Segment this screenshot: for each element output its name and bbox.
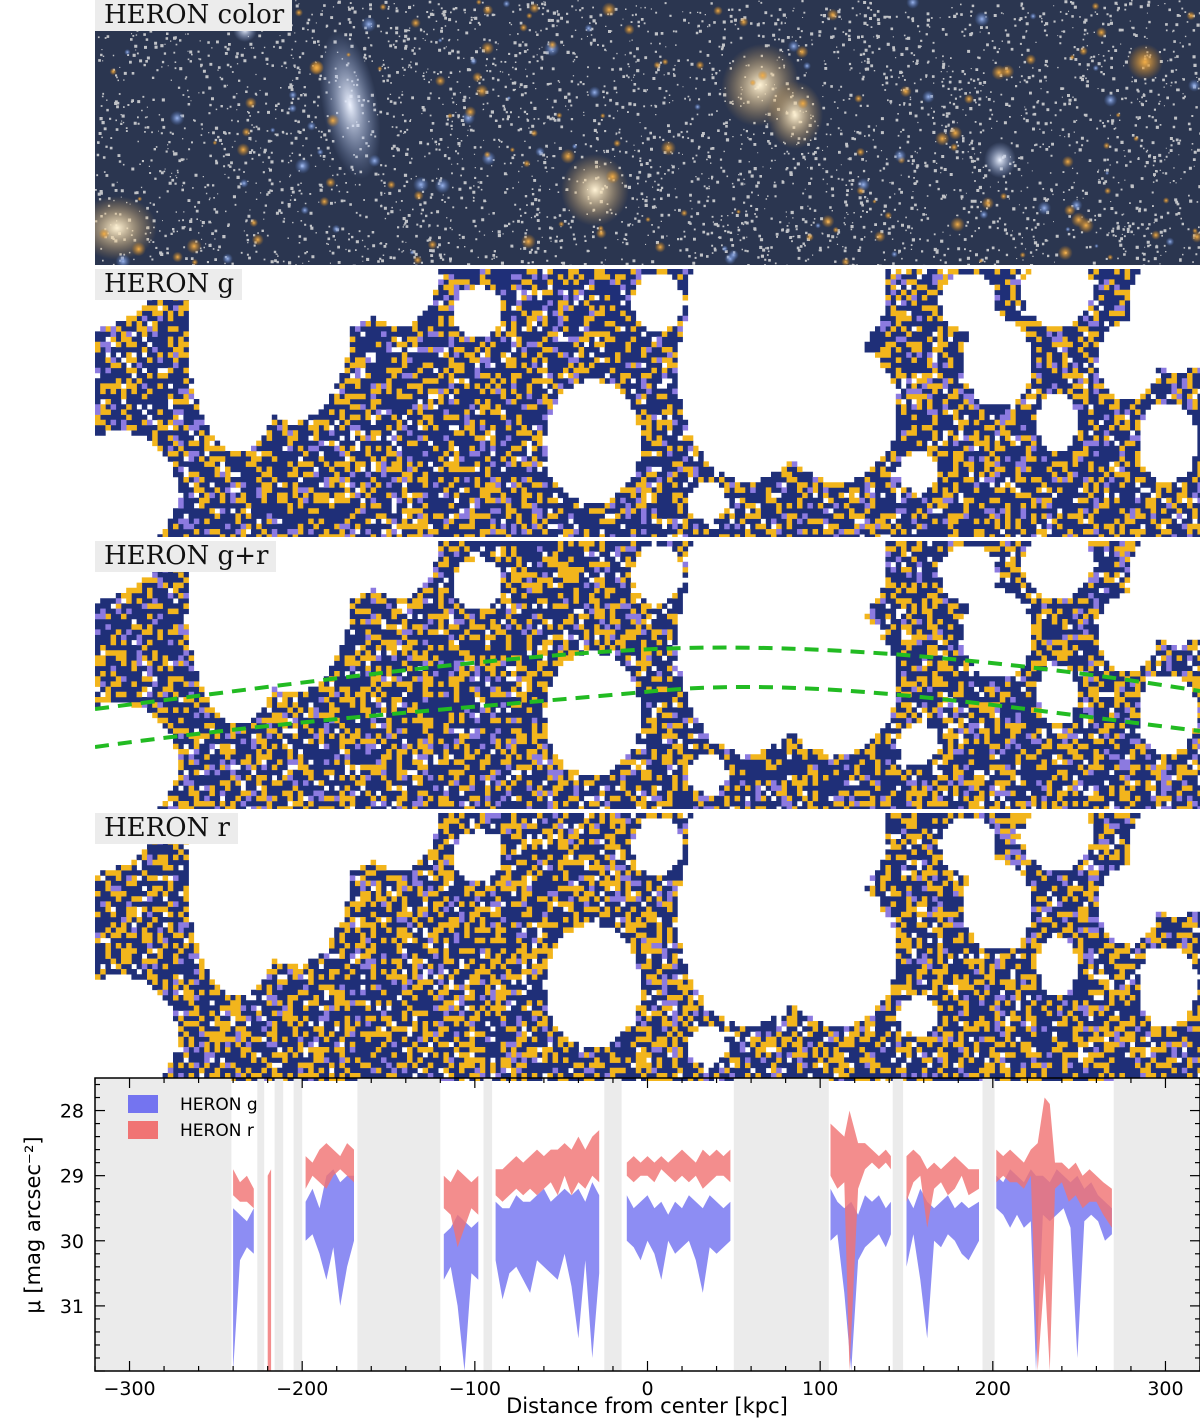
masked-region-7 <box>733 1078 829 1371</box>
panel-label-r: HERON r <box>95 813 238 844</box>
upper-dashed-contour <box>95 645 1200 711</box>
heron-r-band-segment-3 <box>443 1169 479 1248</box>
panel-label-color: HERON color <box>95 0 293 31</box>
heron-gr-image <box>95 541 1200 809</box>
lower-dashed-contour <box>95 685 1200 749</box>
panel-label-gr: HERON g+r <box>95 541 277 572</box>
heron-r-band-segment-5 <box>626 1149 731 1189</box>
heron-r-band-segment-0 <box>233 1169 254 1209</box>
heron-g-band-segment-6 <box>906 1188 979 1339</box>
legend-label-g: HERON g <box>180 1095 258 1115</box>
heron-r-image <box>95 813 1200 1081</box>
legend-label-r: HERON r <box>180 1121 254 1141</box>
heron-r-band-segment-7 <box>906 1149 979 1228</box>
x-tick-label-0: −300 <box>103 1378 155 1400</box>
heron-color-image <box>95 0 1200 265</box>
heron-color-panel: HERON color <box>95 0 1200 265</box>
y-tick-label-3: 31 <box>60 1296 84 1318</box>
x-tick-label-4: 100 <box>802 1378 838 1400</box>
masked-region-9 <box>982 1078 995 1371</box>
heron-r-band-segment-6 <box>830 1110 891 1371</box>
heron-g-band-segment-7 <box>996 1169 1112 1371</box>
x-tick-label-2: −100 <box>449 1378 501 1400</box>
x-tick-label-6: 300 <box>1147 1378 1183 1400</box>
heron-g-band-segment-0 <box>233 1208 254 1371</box>
series-areas <box>233 1097 1112 1371</box>
x-tick-label-3: 0 <box>641 1378 653 1400</box>
heron-g-band-segment-5 <box>830 1188 891 1371</box>
heron-g-image <box>95 269 1200 537</box>
masked-region-6 <box>604 1078 622 1371</box>
axis-ticks: −300 −200 −100 0 100 200 300 28 29 30 31 <box>60 1078 1200 1400</box>
legend-swatch-r <box>128 1121 158 1139</box>
heron-g-band-segment-4 <box>626 1195 731 1293</box>
heron-g-band-segment-2 <box>443 1214 479 1371</box>
heron-r-band-segment-2 <box>305 1143 354 1189</box>
panel-label-g: HERON g <box>95 269 243 300</box>
masked-region-0 <box>95 1078 232 1371</box>
heron-r-band-segment-8 <box>996 1097 1112 1371</box>
y-tick-label-0: 28 <box>60 1101 84 1123</box>
masked-region-3 <box>293 1078 303 1371</box>
y-axis-label: μ [mag arcsec⁻²] <box>21 1136 45 1313</box>
x-tick-label-1: −200 <box>276 1378 328 1400</box>
x-axis-label: Distance from center [kpc] <box>506 1394 788 1418</box>
heron-g-band-segment-1 <box>305 1169 354 1306</box>
masked-region-4 <box>357 1078 441 1371</box>
heron-g-band-segment-3 <box>495 1182 600 1358</box>
x-tick-label-5: 200 <box>975 1378 1011 1400</box>
heron-g-panel: HERON g <box>95 269 1200 537</box>
surface-brightness-profile-chart: −300 −200 −100 0 100 200 300 28 29 30 31 HERON g H… <box>21 1077 1200 1418</box>
masked-regions <box>95 1078 1200 1371</box>
masked-region-2 <box>274 1078 284 1371</box>
masked-region-1 <box>257 1078 265 1371</box>
masked-region-5 <box>483 1078 493 1371</box>
masked-region-8 <box>892 1078 904 1371</box>
y-tick-label-2: 30 <box>60 1231 84 1253</box>
legend: HERON g HERON r <box>128 1095 258 1141</box>
heron-r-band-segment-4 <box>495 1130 600 1202</box>
heron-gr-panel: HERON g+r <box>95 541 1200 809</box>
y-tick-label-1: 29 <box>60 1166 84 1188</box>
heron-r-panel: HERON r <box>95 813 1200 1081</box>
heron-r-band-segment-1 <box>267 1169 272 1371</box>
masked-region-10 <box>1113 1078 1200 1371</box>
legend-swatch-g <box>128 1095 158 1113</box>
